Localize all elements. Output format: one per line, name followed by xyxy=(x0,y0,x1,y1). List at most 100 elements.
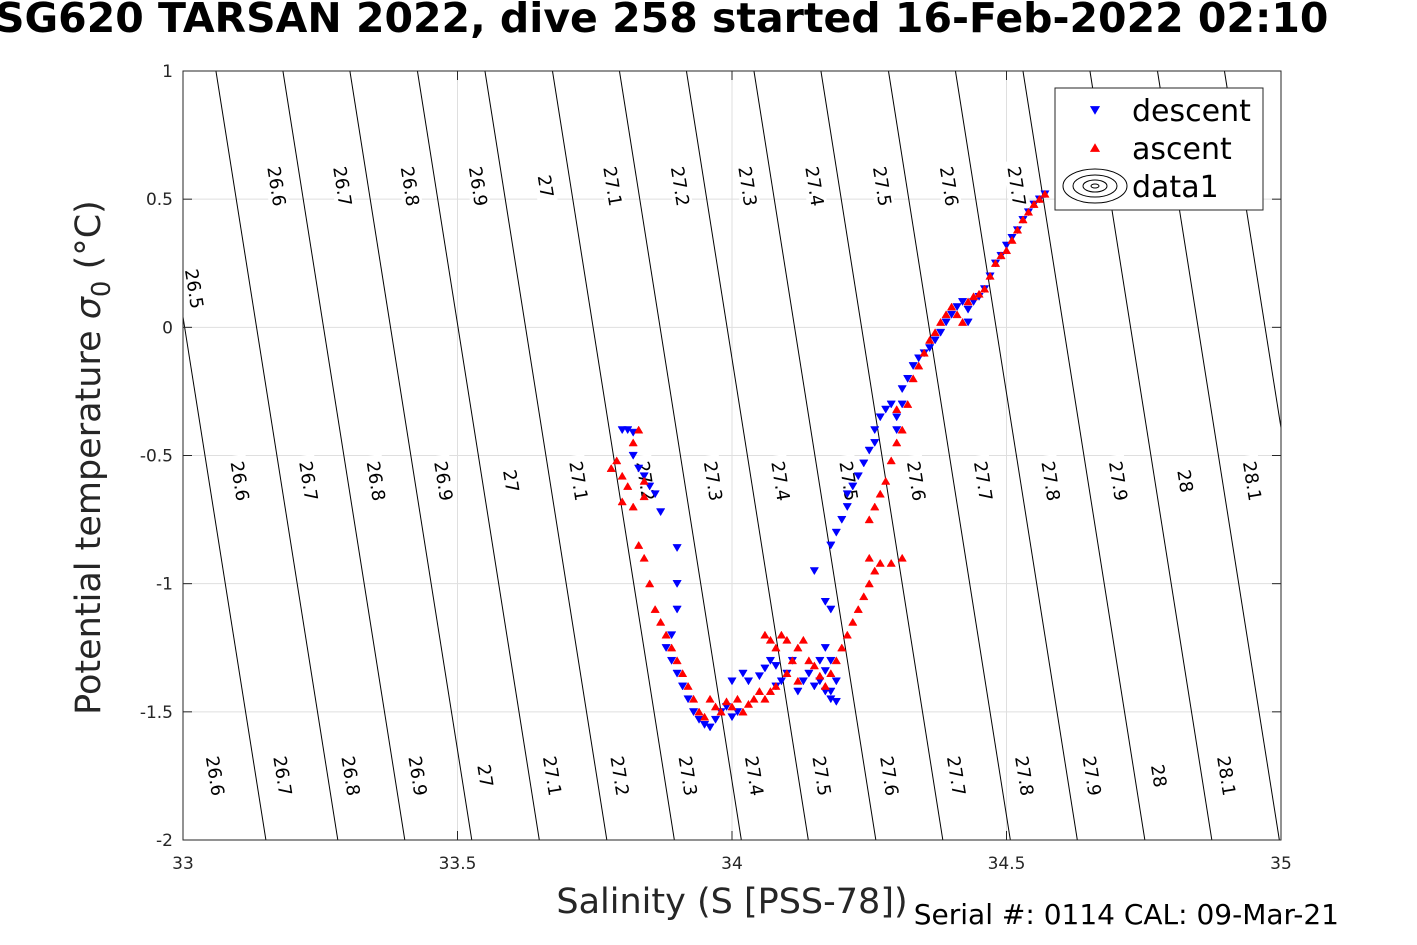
descent-point xyxy=(683,695,693,704)
density-contour-label: 27 xyxy=(472,759,498,793)
ascent-point xyxy=(639,476,649,485)
descent-point xyxy=(875,413,885,422)
descent-point xyxy=(946,310,957,319)
ascent-point xyxy=(996,251,1006,260)
density-contour-label: 27.2 xyxy=(666,159,694,214)
descent-point xyxy=(666,656,677,665)
svg-text:27: 27 xyxy=(498,468,522,494)
ascent-point xyxy=(870,566,880,575)
density-contour-label: 27.8 xyxy=(1010,748,1039,804)
descent-point xyxy=(705,723,715,732)
ascent-point xyxy=(957,317,968,326)
ascent-point xyxy=(617,497,627,506)
descent-point xyxy=(864,446,874,455)
legend-entry-data1: data1 xyxy=(1062,168,1219,205)
ascent-point xyxy=(760,694,770,703)
ascent-point xyxy=(853,605,863,613)
descent-point xyxy=(809,567,819,576)
data-markers xyxy=(606,189,1050,732)
y-tick-label: 1 xyxy=(162,62,173,82)
ascent-point xyxy=(650,605,660,613)
density-contour-label: 27.9 xyxy=(1104,453,1132,509)
ascent-point xyxy=(946,302,957,311)
density-contour-line xyxy=(954,71,1078,840)
ascent-point xyxy=(875,558,885,567)
descent-point xyxy=(842,503,852,512)
descent-point xyxy=(661,644,671,653)
descent-point xyxy=(639,472,649,481)
ascent-point xyxy=(771,643,781,652)
ascent-point xyxy=(628,502,638,511)
descent-point xyxy=(935,328,946,337)
ascent-point xyxy=(672,656,682,665)
descent-point xyxy=(903,374,913,383)
ascent-point xyxy=(612,456,622,465)
descent-point xyxy=(952,303,962,312)
ascent-point xyxy=(864,553,874,562)
ascent-point xyxy=(897,425,907,434)
density-contour-line xyxy=(1022,71,1146,840)
density-contour-line xyxy=(183,313,267,840)
density-contour-line xyxy=(820,71,944,840)
descent-point xyxy=(672,605,682,614)
ascent-point xyxy=(886,558,896,567)
ascent-point xyxy=(655,617,666,626)
ascent-point xyxy=(771,681,781,690)
ascent-point xyxy=(952,310,962,319)
x-tick-label: 34.5 xyxy=(988,854,1026,874)
ascent-point xyxy=(864,579,874,588)
ascent-point xyxy=(914,361,924,370)
calibration-footer: Serial #: 0114 CAL: 09-Mar-21 xyxy=(913,898,1339,931)
ascent-point xyxy=(831,656,841,665)
density-contour-line xyxy=(887,71,1011,840)
ascent-point xyxy=(1018,215,1028,224)
legend-entry-descent: descent xyxy=(1089,94,1251,129)
descent-point xyxy=(957,298,968,306)
density-contour-label: 27 xyxy=(533,169,558,203)
density-contour-line xyxy=(484,71,608,840)
ascent-point xyxy=(804,656,814,665)
descent-point xyxy=(870,426,880,435)
ascent-point xyxy=(837,643,847,652)
descent-point xyxy=(963,318,973,327)
descent-point xyxy=(963,305,973,314)
density-contour-line xyxy=(215,71,339,840)
density-contour-label: 28 xyxy=(1172,464,1198,498)
ascent-point xyxy=(974,289,984,298)
descent-point xyxy=(886,400,896,409)
x-tick-label: 33 xyxy=(172,854,194,874)
descent-point xyxy=(672,580,682,588)
ascent-point xyxy=(963,297,973,306)
ascent-point xyxy=(754,687,765,695)
descent-point xyxy=(760,664,770,673)
descent-point xyxy=(793,687,803,696)
descent-point xyxy=(765,656,776,665)
descent-point xyxy=(672,669,682,678)
descent-point xyxy=(826,541,836,550)
ascent-point xyxy=(645,579,655,588)
ascent-point xyxy=(798,635,809,644)
ascent-point xyxy=(903,399,913,408)
descent-point xyxy=(743,677,754,686)
ascent-point xyxy=(776,630,787,639)
density-contour-line xyxy=(349,71,473,840)
x-axis-ticks: 33 33.5 34 34.5 35 xyxy=(172,71,1292,874)
descent-point xyxy=(754,672,765,681)
descent-point xyxy=(688,708,699,717)
ascent-point xyxy=(787,656,798,665)
ascent-point xyxy=(990,258,1001,267)
ascent-point xyxy=(886,456,896,465)
ascent-point xyxy=(908,374,918,383)
ascent-point xyxy=(820,681,830,690)
x-tick-label: 34 xyxy=(721,854,743,874)
ascent-point xyxy=(793,643,803,652)
descent-point xyxy=(897,385,907,394)
ascent-point xyxy=(935,317,946,326)
descent-point xyxy=(826,656,836,665)
ascent-point xyxy=(859,592,869,601)
descent-point xyxy=(941,318,951,327)
descent-point xyxy=(710,715,721,724)
density-contour-label: 27.6 xyxy=(935,159,963,214)
x-tick-label: 35 xyxy=(1270,854,1292,874)
ascent-point xyxy=(639,492,649,501)
